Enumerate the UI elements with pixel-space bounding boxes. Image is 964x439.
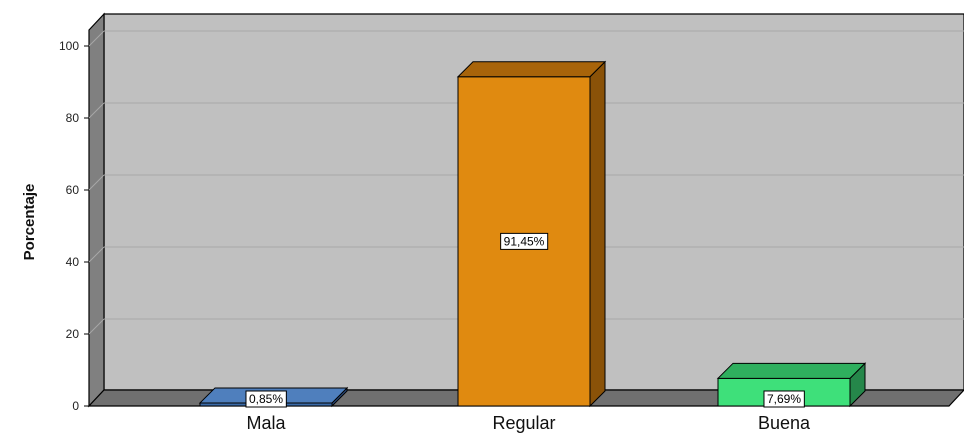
data-labels: 0,85% 91,45% 7,69% <box>245 232 805 408</box>
bars <box>198 60 867 408</box>
data-label: 7,69% <box>763 390 805 408</box>
bar-top <box>456 61 607 78</box>
y-tick-label: 80 <box>66 111 80 125</box>
x-tick-label: Regular <box>492 413 555 433</box>
bar-side <box>589 60 606 408</box>
y-axis-title: Porcentaje <box>21 184 38 261</box>
bar-regular <box>456 60 607 408</box>
data-label-box <box>245 390 287 408</box>
gridline-side <box>88 30 105 47</box>
data-label-text: 91,45% <box>504 234 545 248</box>
gridline-side <box>88 174 105 191</box>
data-label: 91,45% <box>500 232 549 250</box>
x-tick-label: Buena <box>758 413 811 433</box>
gridline-side <box>88 318 105 335</box>
x-tick-label: Mala <box>246 413 286 433</box>
chart-left-wall <box>88 12 105 408</box>
data-label-box <box>500 232 549 250</box>
x-axis: Mala Regular Buena <box>246 413 811 433</box>
gridline-side <box>88 102 105 119</box>
y-tick-label: 0 <box>72 399 79 413</box>
y-tick-label: 40 <box>66 255 80 269</box>
gridline-side <box>88 246 105 263</box>
y-tick-label: 20 <box>66 327 80 341</box>
data-label-box <box>763 390 805 408</box>
bar-top <box>716 362 867 379</box>
y-tick-label: 60 <box>66 183 80 197</box>
y-tick-label: 100 <box>59 39 79 53</box>
data-label-text: 7,69% <box>767 392 801 406</box>
data-label-text: 0,85% <box>249 392 283 406</box>
y-axis: 0 20 40 60 80 100 <box>59 39 89 413</box>
data-label: 0,85% <box>245 390 287 408</box>
